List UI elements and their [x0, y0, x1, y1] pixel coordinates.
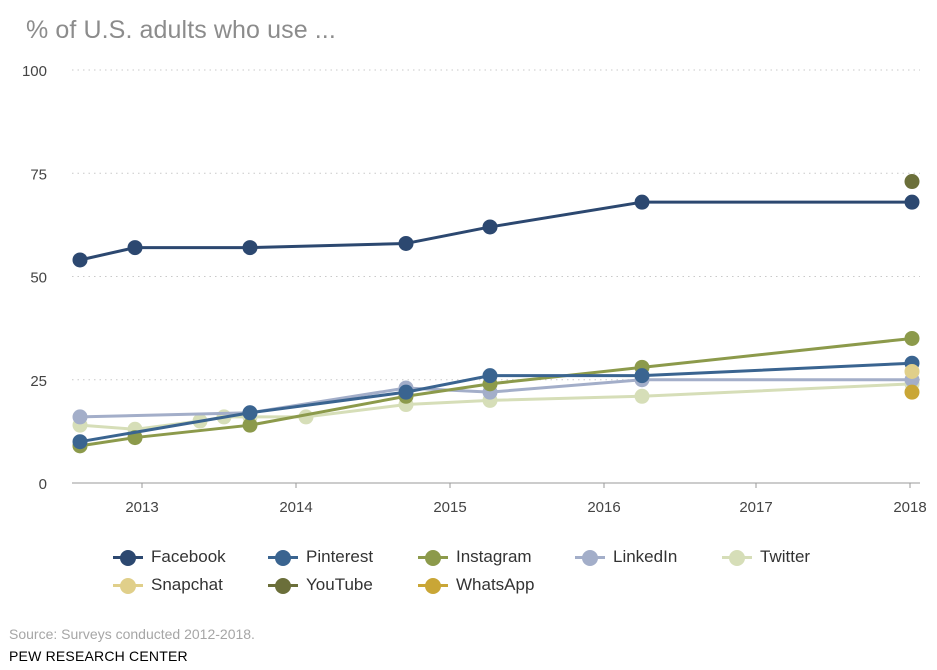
series-pinterest [72, 355, 920, 450]
x-axis: 2013 2014 2015 2016 2017 2018 [72, 482, 927, 516]
series-youtube [904, 174, 920, 190]
y-tick-label: 75 [30, 166, 47, 183]
y-axis: 0 25 50 75 100 [22, 63, 47, 493]
pinterest-point [398, 384, 414, 400]
instagram-point [904, 330, 920, 346]
series-snapchat [904, 363, 920, 379]
x-tick-label: 2016 [587, 499, 620, 516]
y-tick-label: 25 [30, 373, 47, 390]
facebook-point [904, 194, 920, 210]
x-tick-label: 2018 [893, 499, 926, 516]
facebook-point [127, 240, 143, 256]
instagram-point [242, 417, 258, 433]
x-tick-label: 2017 [739, 499, 772, 516]
facebook-point [482, 219, 498, 235]
pinterest-point [72, 434, 88, 450]
pinterest-point [482, 368, 498, 384]
pinterest-line [79, 361, 913, 444]
y-tick-label: 50 [30, 270, 47, 287]
facebook-point [242, 240, 258, 256]
source-note: Source: Surveys conducted 2012-2018. [9, 626, 255, 642]
x-tick-label: 2014 [279, 499, 312, 516]
linkedin-point [72, 409, 88, 425]
twitter-line [79, 382, 913, 431]
whatsapp-point [904, 384, 920, 400]
series-group [72, 174, 920, 454]
series-facebook [72, 194, 920, 268]
youtube-point [904, 174, 920, 190]
facebook-point [72, 252, 88, 268]
chart-title: % of U.S. adults who use ... [26, 16, 336, 44]
brand-label: PEW RESEARCH CENTER [9, 648, 188, 664]
x-tick-label: 2015 [433, 499, 466, 516]
snapchat-point [904, 363, 920, 379]
facebook-point [634, 194, 650, 210]
facebook-point [398, 235, 414, 251]
pinterest-point [634, 368, 650, 384]
x-tick-label: 2013 [125, 499, 158, 516]
y-tick-label: 100 [22, 63, 47, 80]
series-whatsapp [904, 384, 920, 400]
y-tick-label: 0 [39, 476, 47, 493]
pinterest-point [242, 405, 258, 421]
twitter-point [634, 388, 650, 404]
